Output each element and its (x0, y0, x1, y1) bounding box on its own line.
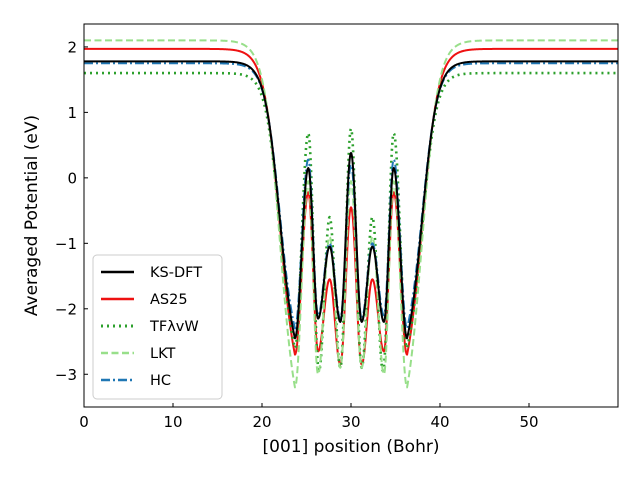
series-line-4 (83, 62, 619, 330)
y-tick-label: −3 (55, 366, 77, 384)
x-tick-label: 10 (163, 413, 182, 431)
series-layer (83, 39, 619, 389)
x-tick-label: 40 (430, 413, 449, 431)
x-tick-label: 50 (519, 413, 538, 431)
series-line-3 (83, 39, 619, 389)
series-line-1 (83, 47, 619, 366)
ticks-layer: 0 10 20 30 40 50 −3 −2 −1 0 1 2 (55, 38, 539, 431)
legend-label-0: KS-DFT (150, 265, 202, 281)
legend-box (92, 254, 223, 400)
y-tick-label: 1 (67, 104, 77, 122)
y-tick-label: −2 (55, 300, 77, 318)
legend-label-2: TFλvW (149, 319, 199, 335)
legend-label-4: HC (150, 373, 171, 389)
y-tick-label: −1 (55, 235, 77, 253)
y-tick-label: 2 (67, 38, 77, 56)
y-axis-title: Averaged Potential (eV) (22, 115, 42, 316)
x-tick-label: 0 (79, 413, 89, 431)
legend-label-3: LKT (150, 346, 175, 362)
x-tick-label: 30 (341, 413, 360, 431)
legend: KS-DFT AS25 TFλvW LKT HC (92, 254, 223, 400)
y-tick-label: 0 (67, 169, 77, 187)
series-line-0 (83, 60, 619, 340)
x-tick-label: 20 (252, 413, 271, 431)
x-axis-title: [001] position (Bohr) (263, 437, 440, 457)
legend-label-1: AS25 (150, 292, 188, 308)
